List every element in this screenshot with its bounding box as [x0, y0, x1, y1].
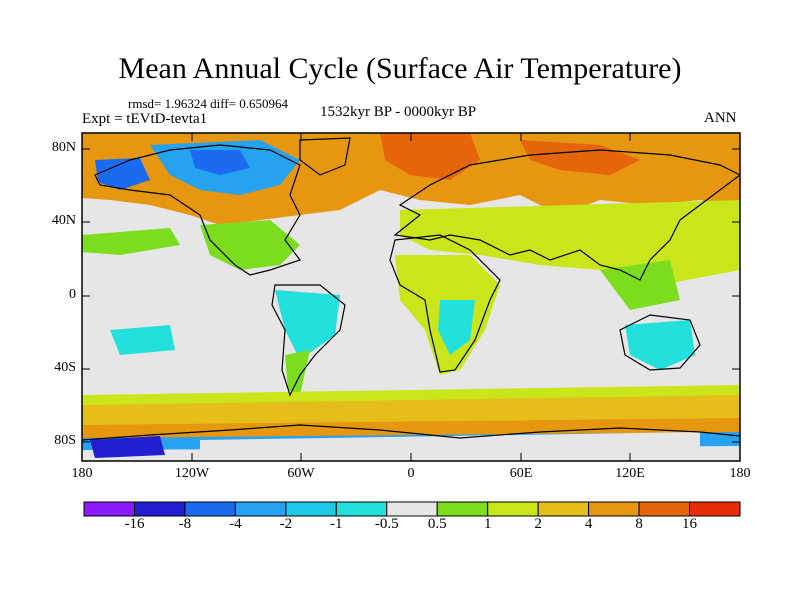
colorbar-swatch	[133, 501, 186, 517]
canada-cold-spot	[190, 150, 250, 175]
north-america-mild-region	[200, 220, 300, 270]
colorbar-label: -0.5	[374, 516, 399, 532]
colorbar	[83, 501, 741, 517]
alaska-cold-spot	[95, 158, 150, 190]
colorbar-swatch	[588, 501, 640, 517]
africa-cool-region	[438, 300, 475, 355]
siberia-hot-core	[520, 140, 640, 175]
colorbar-swatch	[234, 501, 287, 517]
lat-label-80s: 80S	[54, 433, 76, 448]
north-america-coastline	[94, 144, 301, 276]
lon-label-0: 0	[407, 466, 415, 481]
australia-cool-region	[625, 320, 695, 370]
lat-label-80n: 80N	[51, 140, 76, 155]
colorbar-swatch	[436, 501, 489, 517]
antarctica-coastline	[82, 424, 740, 441]
australia-coastline	[619, 314, 701, 371]
south-america-cool-region	[275, 290, 340, 360]
colorbar-label: -2	[279, 516, 293, 532]
colorbar-swatch	[487, 501, 539, 517]
colorbar-swatch	[285, 501, 337, 517]
africa-coastline	[389, 234, 501, 373]
axis-ticks	[81, 133, 741, 461]
lon-label-60w: 60W	[287, 466, 315, 481]
experiment-label: Expt = tEVtD-tevta1	[82, 111, 208, 127]
north-pacific-band	[82, 228, 180, 255]
colorbar-swatch	[638, 501, 691, 517]
colorbar-swatch	[83, 501, 135, 517]
antarctic-cold-spot	[90, 436, 165, 458]
lon-label-120e: 120E	[615, 466, 645, 481]
season-label: ANN	[704, 110, 737, 126]
south-america-coastline	[271, 284, 346, 397]
lon-label-180-west: 180	[71, 466, 93, 481]
east-pacific-cool-patch	[110, 325, 175, 355]
colorbar-label: -16	[124, 516, 145, 532]
greenland-coastline	[299, 137, 351, 176]
stats-readout: rmsd= 1.96324 diff= 0.650964	[128, 96, 288, 111]
south-america-mild-region	[285, 350, 310, 395]
map-title: Mean Annual Cycle (Surface Air Temperatu…	[118, 52, 682, 85]
period-label: 1532kyr BP - 0000kyr BP	[320, 104, 477, 120]
colorbar-label: -8	[178, 516, 192, 532]
colorbar-label: 16	[682, 516, 698, 532]
lon-label-60e: 60E	[509, 466, 533, 481]
colorbar-label: -1	[330, 516, 343, 532]
colorbar-swatch	[386, 501, 438, 517]
lon-label-120w: 120W	[174, 466, 210, 481]
eurasia-coastline	[393, 149, 740, 281]
lon-label-180-east: 180	[729, 466, 751, 481]
lat-label-40n: 40N	[51, 213, 76, 228]
colorbar-label: 1	[483, 516, 492, 532]
colorbar-swatch	[537, 501, 590, 517]
lat-label-40s: 40S	[54, 360, 76, 375]
lat-label-0: 0	[69, 287, 76, 302]
arctic-hot-core	[380, 133, 480, 180]
southeast-asia-mild-region	[600, 260, 680, 310]
colorbar-swatch	[184, 501, 236, 517]
colorbar-swatch	[689, 501, 741, 517]
colorbar-label: 0.5	[427, 516, 447, 532]
antarctic-neutral-region	[200, 432, 700, 461]
colorbar-label: 2	[534, 516, 542, 532]
colorbar-swatch	[335, 501, 388, 517]
coastlines	[82, 137, 740, 441]
anomaly-fill-layer	[82, 133, 740, 461]
colorbar-label: 8	[635, 516, 643, 532]
colorbar-label: -4	[229, 516, 242, 532]
colorbar-label: 4	[584, 516, 593, 532]
